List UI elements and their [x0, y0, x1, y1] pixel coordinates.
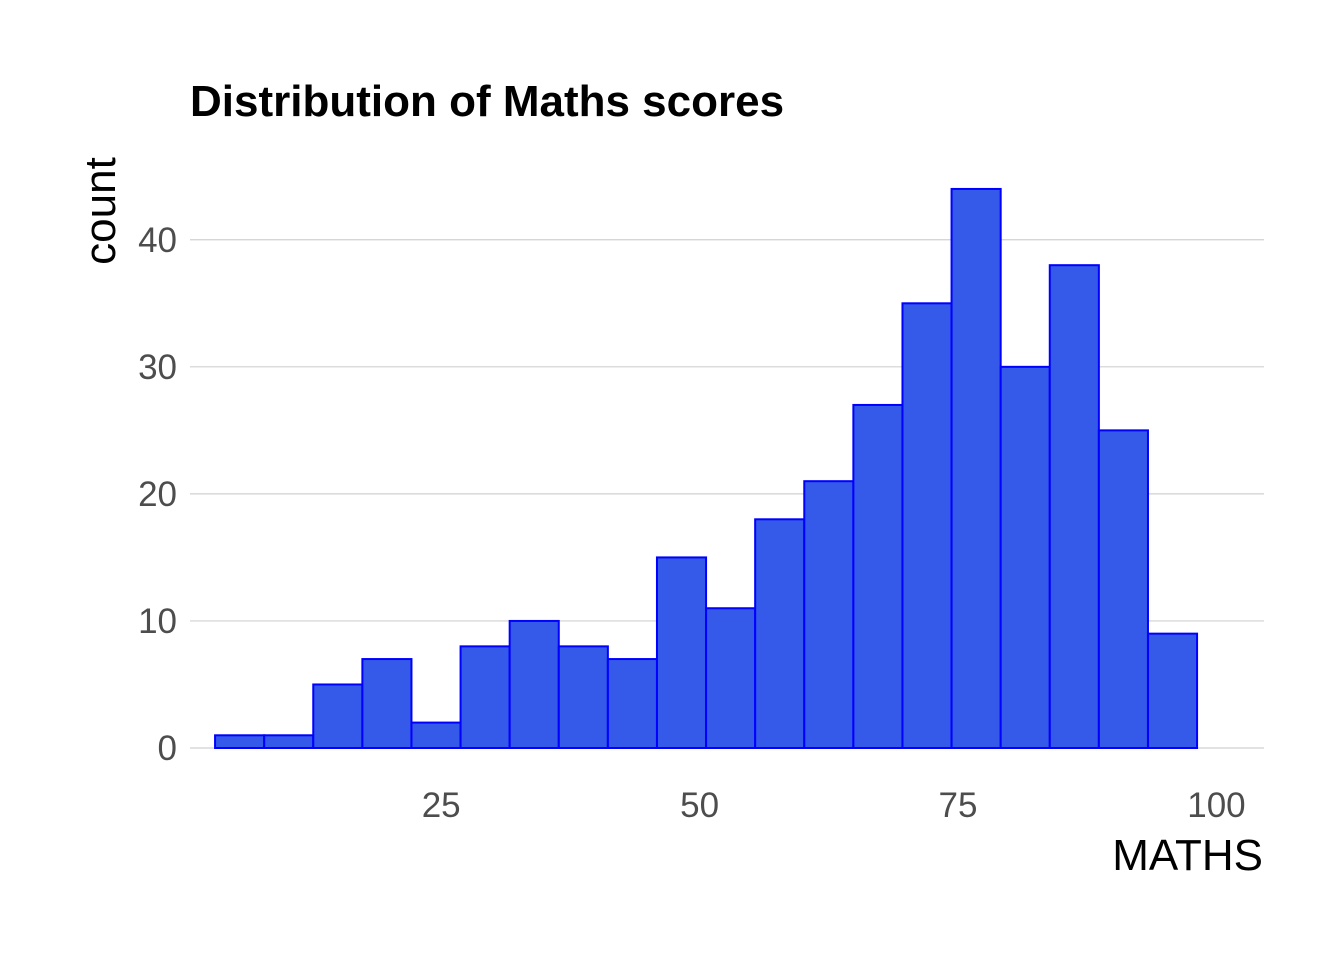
- histogram-bar-4: [361, 658, 413, 749]
- x-tick-label-50: 50: [680, 786, 719, 825]
- histogram-bar-17: [999, 365, 1051, 749]
- x-axis-label: MATHS: [1112, 831, 1263, 880]
- chart-title: Distribution of Maths scores: [190, 77, 784, 126]
- histogram-bar-3: [312, 683, 364, 749]
- x-tick-label-75: 75: [939, 786, 978, 825]
- histogram-bar-11: [705, 607, 757, 749]
- x-tick-label-25: 25: [422, 786, 461, 825]
- histogram-bar-2: [263, 734, 315, 749]
- y-tick-label-0: 0: [158, 729, 177, 768]
- x-tick-label-100: 100: [1187, 786, 1245, 825]
- histogram-bar-14: [852, 403, 904, 749]
- histogram-bar-20: [1146, 632, 1199, 749]
- histogram-bar-18: [1048, 264, 1100, 749]
- histogram-bar-5: [410, 721, 462, 749]
- histogram-bar-10: [655, 556, 708, 749]
- y-tick-label-40: 40: [138, 221, 177, 260]
- x-axis-ticks: 25 50 75 100: [422, 786, 1246, 825]
- histogram-bar-12: [754, 518, 806, 749]
- histogram-bar-9: [606, 658, 658, 749]
- histogram-bar-16: [950, 187, 1002, 749]
- histogram-bar-13: [803, 480, 855, 749]
- histogram-bar-7: [508, 619, 560, 749]
- histogram-bar-8: [557, 645, 609, 749]
- histogram-bar-19: [1097, 429, 1149, 749]
- histogram-bars: [214, 187, 1199, 749]
- histogram-bar-1: [214, 734, 266, 749]
- y-tick-label-20: 20: [138, 475, 177, 514]
- histogram-bar-15: [901, 302, 953, 749]
- y-axis-ticks: 0 10 20 30 40: [138, 221, 177, 768]
- y-tick-label-30: 30: [138, 348, 177, 387]
- histogram-bar-6: [459, 645, 511, 749]
- y-axis-label: count: [76, 157, 125, 265]
- y-tick-label-10: 10: [138, 602, 177, 641]
